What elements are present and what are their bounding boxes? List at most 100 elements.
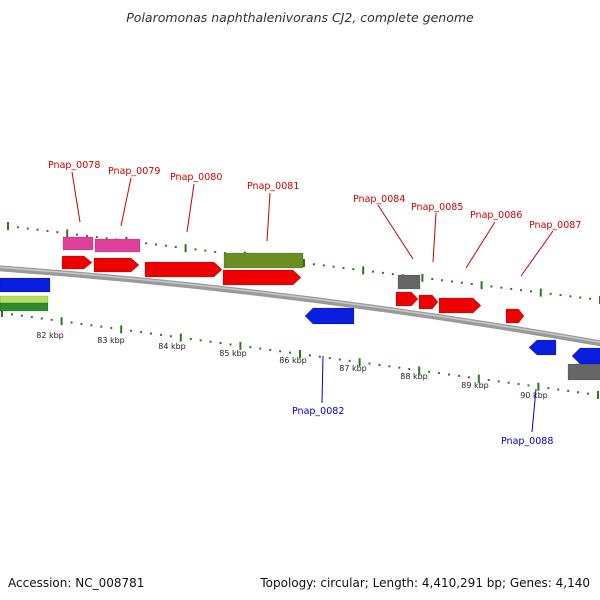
inner-tick	[507, 381, 510, 384]
inner-tick	[557, 388, 560, 391]
outer-tick	[500, 286, 503, 289]
outer-tick	[194, 248, 197, 251]
gene-right-blue	[571, 347, 600, 365]
gene-pnap-0086	[438, 297, 482, 314]
gene-leader-line	[377, 204, 414, 260]
outer-tick	[391, 273, 394, 276]
outer-tick	[480, 281, 483, 290]
gene-leader-line	[432, 212, 437, 263]
inner-tick	[259, 347, 262, 350]
inner-tick	[140, 331, 143, 334]
outer-tick	[105, 237, 108, 240]
inner-tick	[249, 346, 252, 349]
inner-tick	[398, 366, 401, 369]
gene-left-lightgreen	[0, 295, 49, 304]
gene-label-pnap-0084: Pnap_0084	[353, 194, 405, 205]
outer-tick	[352, 268, 355, 271]
outer-tick	[342, 266, 345, 269]
gene-pnap-0078	[61, 255, 93, 270]
outer-tick	[569, 295, 572, 298]
outer-tick	[46, 229, 49, 232]
inner-tick	[179, 333, 182, 342]
gene-label-pnap-0082: Pnap_0082	[292, 406, 344, 417]
inner-tick	[110, 327, 113, 330]
inner-tick	[90, 324, 93, 327]
outer-tick	[312, 263, 315, 266]
inner-tick	[80, 322, 83, 325]
inner-tick	[477, 374, 480, 383]
outer-tick	[539, 288, 542, 297]
gene-label-pnap-0085: Pnap_0085	[411, 202, 463, 213]
inner-tick	[457, 374, 460, 377]
inner-tick	[328, 357, 331, 360]
scale-labels: 82 kbp 83 kbp 84 kbp 85 kbp 86 kbp 87 kbp 88 k…	[36, 331, 548, 400]
scale-label: 84 kbp	[158, 342, 186, 351]
gene-labels: Pnap_0078 Pnap_0079 Pnap_0080 Pnap_0081 Pnap…	[48, 160, 581, 447]
inner-tick	[189, 337, 192, 340]
outer-tick	[470, 282, 473, 285]
inner-tick	[448, 373, 450, 376]
outer-tick	[549, 292, 552, 295]
gene-pnap-0081-upper	[223, 252, 304, 269]
gene-leader-line	[186, 183, 195, 233]
gene-pnap-0084-upper	[397, 274, 421, 290]
inner-tick	[100, 325, 103, 328]
gene-pnap-0082	[304, 307, 355, 325]
inner-tick	[130, 329, 133, 332]
gene-leader-line	[520, 230, 554, 277]
gene-right-gray	[567, 363, 600, 381]
inner-tick	[368, 362, 371, 365]
inner-tick	[269, 348, 272, 351]
outer-tick	[529, 290, 532, 293]
outer-tick	[56, 231, 59, 234]
gene-leader-line	[120, 177, 132, 227]
inner-tick	[428, 370, 431, 373]
scale-label: 83 kbp	[97, 336, 125, 345]
inner-tick	[527, 384, 530, 387]
inner-tick	[537, 382, 540, 391]
outer-tick	[7, 222, 9, 230]
outer-tick	[490, 285, 493, 288]
outer-tick	[381, 271, 384, 274]
gene-label-pnap-0086: Pnap_0086	[470, 210, 522, 221]
accession-text: Accession: NC_008781	[8, 576, 144, 590]
inner-tick	[219, 342, 222, 345]
inner-tick	[308, 354, 311, 357]
gene-pnap-0080	[144, 261, 223, 278]
outer-tick	[559, 294, 562, 297]
genome-backbone	[0, 265, 600, 347]
gene-label-pnap-0081: Pnap_0081	[247, 181, 299, 192]
outer-tick	[85, 234, 88, 237]
outer-tick	[510, 287, 513, 290]
inner-tick	[229, 343, 232, 346]
gene-pnap-0079	[93, 257, 140, 273]
inner-tick	[279, 350, 282, 353]
gene-label-pnap-0079: Pnap_0079	[108, 166, 160, 177]
inner-tick	[348, 359, 351, 362]
gene-features	[0, 236, 600, 381]
inner-tick	[378, 363, 381, 366]
map-title: Polaromonas naphthalenivorans CJ2, compl…	[126, 10, 474, 25]
scale-label: 87 kbp	[339, 364, 367, 373]
inner-tick	[358, 358, 361, 367]
scale-label: 88 kbp	[400, 372, 428, 381]
inner-tick	[467, 376, 470, 379]
inner-tick	[388, 365, 391, 368]
gene-label-pnap-0087: Pnap_0087	[529, 220, 581, 231]
gene-leader-line	[266, 192, 271, 242]
inner-tick	[30, 316, 33, 319]
inner-tick	[120, 325, 123, 334]
outer-tick	[95, 236, 98, 239]
inner-tick	[199, 339, 202, 342]
inner-tick	[497, 380, 500, 383]
scale-label: 89 kbp	[461, 381, 489, 390]
outer-tick	[303, 259, 305, 267]
inner-tick	[408, 368, 411, 371]
outer-tick	[76, 233, 79, 236]
gene-pnap-0087	[505, 308, 525, 324]
inner-tick	[169, 335, 172, 338]
outer-tick	[421, 273, 424, 282]
inner-tick	[487, 378, 490, 381]
inner-tick	[1, 309, 3, 317]
